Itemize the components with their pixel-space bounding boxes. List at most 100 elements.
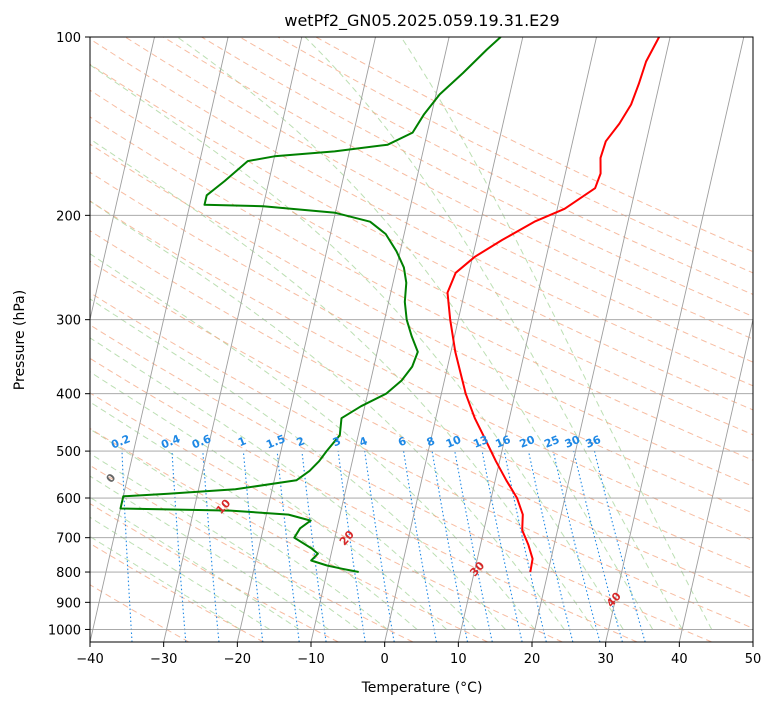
mixing-ratio-label: 13 (471, 433, 490, 451)
dry-adiabat-line (90, 292, 753, 629)
mixing-ratio-line (171, 451, 187, 642)
mixing-ratio-label: 0.6 (190, 432, 213, 451)
moist-adiabat-line (400, 37, 713, 630)
isotherm-line (310, 37, 450, 642)
isotherm-line (163, 37, 303, 642)
dry-adiabat-label: 0 (104, 471, 119, 486)
mixing-ratio-line (364, 451, 395, 642)
moist-adiabat-line (304, 37, 683, 630)
moist-adiabat-line (90, 371, 447, 630)
x-tick-label: 50 (745, 652, 762, 667)
dry-adiabat-line (163, 37, 753, 340)
y-tick-label: 800 (56, 566, 81, 581)
mixing-ratio-line (552, 450, 601, 642)
mixing-ratio-line (593, 450, 646, 642)
x-tick-label: 20 (524, 652, 541, 667)
moist-adiabat-line (90, 496, 300, 630)
plot-area: -100-90-80-70-60-50-40-30-20-10010203040… (0, 37, 753, 642)
isotherm-line (531, 37, 671, 642)
chart-title: wetPf2_GN05.2025.059.19.31.E29 (284, 11, 559, 31)
x-tick-label: 40 (671, 652, 688, 667)
x-tick-label: −10 (297, 652, 324, 667)
moist-adiabat-line (90, 475, 329, 630)
mixing-ratio-label: 8 (425, 434, 437, 449)
dry-adiabat-line (90, 171, 753, 514)
isotherm-line (90, 37, 155, 322)
dry-adiabat-line (90, 584, 190, 642)
mixing-ratio-line (454, 451, 493, 642)
dry-adiabat-line (90, 542, 264, 642)
mixing-ratio-line (481, 451, 523, 642)
dry-adiabat-line (90, 116, 753, 461)
moist-adiabat-line (90, 516, 270, 630)
moist-adiabat-line (90, 428, 388, 630)
moist-adiabat-line (90, 64, 624, 630)
temperature-profile (446, 37, 660, 573)
x-axis-title: Temperature (°C) (361, 680, 483, 696)
dry-adiabat-line (201, 37, 753, 318)
moist-adiabats (90, 37, 713, 630)
y-tick-label: 400 (56, 388, 81, 403)
moist-adiabat-line (90, 138, 595, 630)
y-tick-label: 1000 (48, 623, 81, 638)
y-axis-ticks: 100 200 300 400 500 600 700 800 900 1000 (48, 31, 90, 638)
moist-adiabat-line (90, 337, 477, 630)
x-tick-label: 0 (381, 652, 389, 667)
x-tick-label: −40 (76, 652, 103, 667)
isotherm-line (236, 37, 376, 642)
mixing-ratio-label: 16 (493, 433, 512, 451)
mixing-ratio-line (337, 451, 366, 642)
y-tick-label: 700 (56, 532, 81, 547)
dry-adiabats (90, 37, 753, 642)
mixing-ratio-line (276, 451, 300, 642)
dry-adiabat-label: -10 (0, 429, 2, 453)
isotherm-line (457, 37, 597, 642)
isotherm-line (605, 37, 745, 642)
dry-adiabat-label: 20 (337, 528, 357, 548)
y-tick-label: 900 (56, 596, 81, 611)
dry-adiabat-line (90, 503, 339, 642)
isotherm-line (90, 37, 229, 642)
dewpoint-profile (119, 37, 502, 573)
dry-adiabat-line (90, 63, 753, 411)
x-tick-label: 30 (597, 652, 614, 667)
moist-adiabat-line (90, 298, 506, 630)
dry-adiabat-line (90, 38, 753, 387)
mixing-ratio-label: 36 (584, 433, 603, 451)
mixing-ratio-lines (121, 450, 646, 642)
y-tick-label: 100 (56, 31, 81, 46)
plot-frame (89, 36, 754, 643)
moist-adiabat-line (90, 452, 359, 630)
dry-adiabat-label: 30 (467, 559, 487, 579)
mixing-ratio-label: 10 (444, 433, 463, 451)
y-tick-label: 200 (56, 209, 81, 224)
mixing-ratio-label: 3 (331, 434, 343, 449)
dry-adiabat-label: 40 (604, 590, 624, 610)
dry-adiabat-line (90, 260, 753, 599)
mixing-ratio-label: 1.5 (264, 432, 287, 451)
mixing-ratio-label: 25 (542, 433, 561, 451)
dry-adiabat-line (315, 37, 753, 253)
isotherm-line (678, 317, 753, 642)
mixing-ratio-line (242, 451, 264, 642)
dry-adiabat-line (90, 357, 638, 642)
mixing-ratio-line (403, 451, 437, 642)
dry-adiabat-line (90, 464, 414, 642)
dry-adiabat-line (90, 143, 753, 487)
mixing-ratio-line (573, 450, 623, 642)
isotherm-line (0, 37, 7, 642)
x-tick-label: −30 (150, 652, 177, 667)
isotherm-line (752, 639, 753, 642)
mixing-ratio-line (202, 451, 220, 642)
x-tick-label: −20 (224, 652, 251, 667)
mixing-ratio-line (503, 450, 547, 642)
y-tick-label: 300 (56, 314, 81, 329)
moist-adiabat-line (90, 535, 241, 630)
mixing-ratio-label: 4 (357, 434, 369, 449)
y-axis-title: Pressure (hPa) (12, 290, 28, 390)
moist-adiabat-line (177, 37, 654, 630)
profiles (119, 37, 660, 573)
moist-adiabat-line (90, 200, 565, 630)
dry-adiabat-label: 10 (213, 496, 233, 516)
